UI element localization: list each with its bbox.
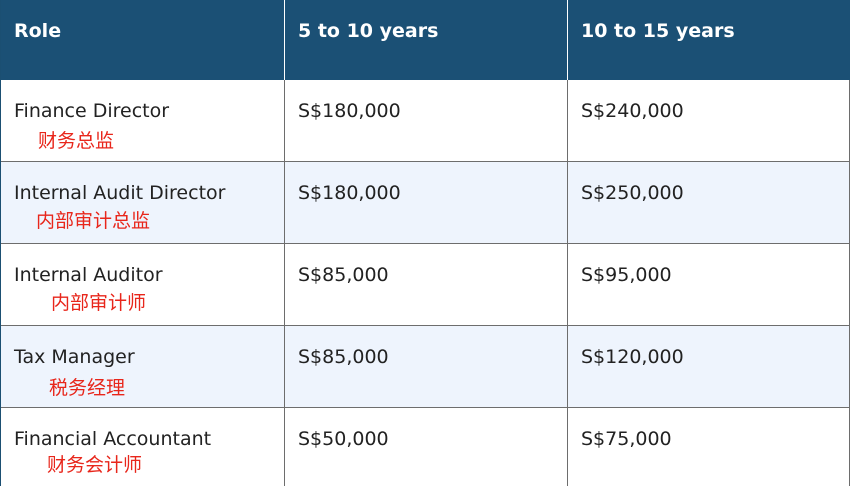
role-cell: Internal Auditor 内部审计师: [1, 244, 284, 325]
salary-value: S$180,000: [298, 182, 401, 204]
salary-value: S$180,000: [298, 100, 401, 122]
salary-5-to-10-cell: S$50,000: [284, 408, 567, 486]
salary-10-to-15-cell: S$95,000: [567, 244, 850, 325]
salary-10-to-15-cell: S$250,000: [567, 162, 850, 243]
salary-5-to-10-cell: S$180,000: [284, 80, 567, 161]
header-5-to-10-years: 5 to 10 years: [284, 0, 567, 80]
role-cell: Financial Accountant 财务会计师: [1, 408, 284, 486]
salary-10-to-15-cell: S$75,000: [567, 408, 850, 486]
table-right-border: [849, 80, 850, 486]
table-header: Role 5 to 10 years 10 to 15 years: [1, 0, 850, 80]
salary-value: S$85,000: [298, 346, 389, 368]
role-cell: Finance Director 财务总监: [1, 80, 284, 161]
salary-5-to-10-cell: S$85,000: [284, 326, 567, 407]
salary-value: S$240,000: [581, 100, 684, 122]
salary-value: S$85,000: [298, 264, 389, 286]
role-chinese: 内部审计总监: [36, 210, 151, 232]
role-chinese: 内部审计师: [51, 292, 147, 314]
table-row: Internal Auditor 内部审计师 S$85,000 S$95,000: [1, 244, 850, 326]
table-row: Tax Manager 税务经理 S$85,000 S$120,000: [1, 326, 850, 408]
table-row: Financial Accountant 财务会计师 S$50,000 S$75…: [1, 408, 850, 486]
salary-10-to-15-cell: S$240,000: [567, 80, 850, 161]
salary-value: S$95,000: [581, 264, 672, 286]
role-cell: Tax Manager 税务经理: [1, 326, 284, 407]
salary-5-to-10-cell: S$180,000: [284, 162, 567, 243]
role-chinese: 财务会计师: [47, 454, 143, 476]
role-english: Internal Auditor: [14, 264, 163, 286]
header-10-to-15-years: 10 to 15 years: [567, 0, 850, 80]
salary-value: S$50,000: [298, 428, 389, 450]
table-row: Internal Audit Director 内部审计总监 S$180,000…: [1, 162, 850, 244]
role-cell: Internal Audit Director 内部审计总监: [1, 162, 284, 243]
salary-value: S$75,000: [581, 428, 672, 450]
role-chinese: 财务总监: [38, 130, 115, 152]
role-english: Internal Audit Director: [14, 182, 226, 204]
salary-5-to-10-cell: S$85,000: [284, 244, 567, 325]
table-row: Finance Director 财务总监 S$180,000 S$240,00…: [1, 80, 850, 162]
role-chinese: 税务经理: [49, 377, 126, 399]
header-role: Role: [14, 20, 62, 42]
salary-value: S$120,000: [581, 346, 684, 368]
role-english: Finance Director: [14, 100, 170, 122]
role-english: Financial Accountant: [14, 428, 212, 450]
salary-10-to-15-cell: S$120,000: [567, 326, 850, 407]
salary-value: S$250,000: [581, 182, 684, 204]
role-english: Tax Manager: [14, 346, 135, 368]
